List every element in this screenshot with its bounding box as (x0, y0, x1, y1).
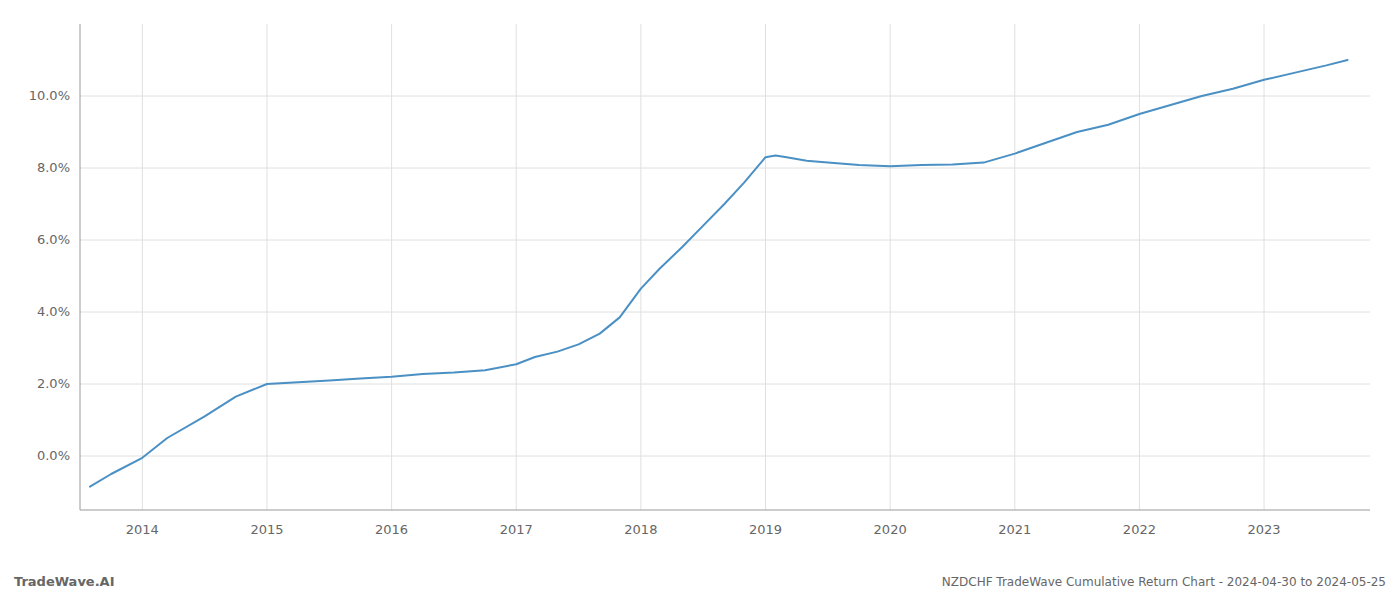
x-tick-label: 2018 (624, 522, 657, 537)
x-tick-label: 2016 (375, 522, 408, 537)
y-tick-label: 4.0% (37, 304, 70, 319)
y-tick-label: 8.0% (37, 160, 70, 175)
x-grid-line (1014, 24, 1015, 510)
chart-svg: 2014 2015 2016 2017 2018 2019 2020 2021 2022 2023… (0, 0, 1400, 600)
watermark: TradeWave.AI (14, 574, 115, 589)
x-tick-label: 2017 (500, 522, 533, 537)
x-grid-line (890, 24, 891, 510)
x-tick-label: 2015 (250, 522, 283, 537)
chart-title: NZDCHF TradeWave Cumulative Return Chart… (942, 575, 1386, 589)
x-grid-line (640, 24, 641, 510)
x-tick-label: 2021 (998, 522, 1031, 537)
y-tick-label: 2.0% (37, 376, 70, 391)
x-axis-line (80, 510, 1370, 511)
grid (80, 24, 1370, 510)
chart-container: 2014 2015 2016 2017 2018 2019 2020 2021 2022 2023… (0, 0, 1400, 600)
y-grid-line (80, 240, 1370, 241)
x-grid-line (765, 24, 766, 510)
y-axis-line (80, 24, 81, 510)
plot-area (90, 60, 1348, 487)
y-grid-line (80, 312, 1370, 313)
axes: 2014 2015 2016 2017 2018 2019 2020 2021 2022 2023… (29, 24, 1370, 537)
y-tick-label: 0.0% (37, 448, 70, 463)
y-grid-line (80, 96, 1370, 97)
x-tick-label: 2023 (1248, 522, 1281, 537)
x-grid-line (142, 24, 143, 510)
y-tick-label: 6.0% (37, 232, 70, 247)
x-grid-line (266, 24, 267, 510)
x-grid-line (1264, 24, 1265, 510)
x-tick-label: 2022 (1123, 522, 1156, 537)
x-grid-line (391, 24, 392, 510)
x-tick-label: 2014 (126, 522, 159, 537)
x-grid-line (516, 24, 517, 510)
y-tick-label: 10.0% (29, 88, 70, 103)
x-tick-label: 2019 (749, 522, 782, 537)
return-line (90, 60, 1348, 487)
x-grid-line (1139, 24, 1140, 510)
y-grid-line (80, 456, 1370, 457)
y-grid-line (80, 168, 1370, 169)
x-tick-label: 2020 (874, 522, 907, 537)
